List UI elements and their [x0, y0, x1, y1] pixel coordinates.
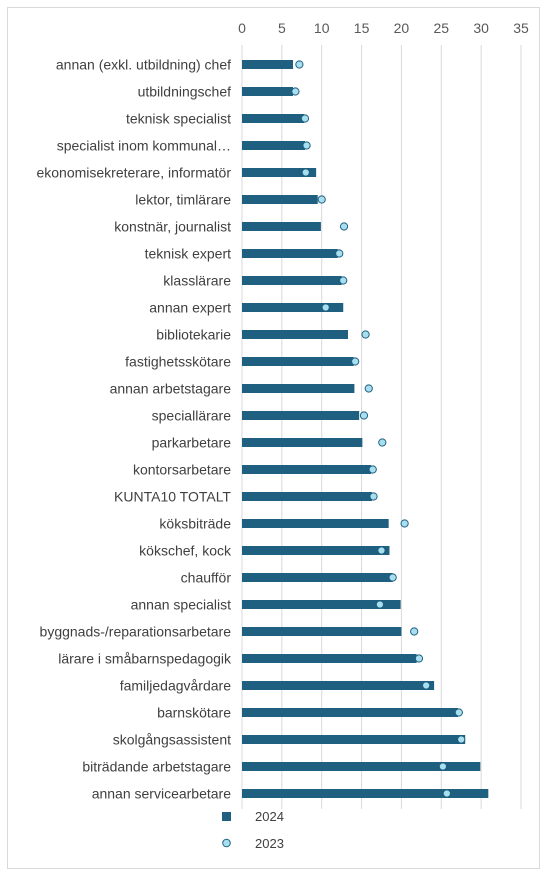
marker-2023 — [438, 762, 447, 771]
marker-2023 — [410, 627, 419, 636]
category-label: annan specialist — [131, 597, 232, 613]
category-label: lektor, timlärare — [135, 192, 231, 208]
category-label: chaufför — [181, 570, 232, 586]
bar-2024 — [242, 627, 402, 636]
category-label: biträdande arbetstagare — [82, 759, 231, 775]
bar-2024 — [242, 168, 317, 177]
marker-2023 — [457, 735, 466, 744]
category-label: teknisk expert — [145, 246, 231, 262]
bar-2024 — [242, 654, 417, 663]
marker-2023 — [400, 519, 409, 528]
marker-2023 — [351, 357, 360, 366]
marker-2023 — [321, 303, 330, 312]
x-tick-label: 30 — [473, 20, 489, 36]
category-label: kontorsarbetare — [133, 462, 231, 478]
category-label: annan expert — [149, 300, 231, 316]
legend-swatch-2023 — [222, 838, 231, 848]
bar-2024 — [242, 357, 354, 366]
chart-frame — [7, 7, 540, 869]
legend-swatch-2024 — [222, 812, 231, 821]
bar-2024 — [242, 519, 389, 528]
category-label: ekonomisekreterare, informatör — [36, 165, 231, 181]
bar-2024 — [242, 222, 321, 231]
category-label: byggnads-/reparationsarbetare — [40, 624, 232, 640]
marker-2023 — [359, 411, 369, 420]
category-label: barnskötare — [157, 705, 231, 721]
bar-2024 — [242, 546, 390, 555]
category-label: bibliotekarie — [156, 327, 231, 343]
marker-2023 — [422, 681, 431, 690]
marker-2023 — [300, 114, 310, 123]
category-label: köksbiträde — [159, 516, 231, 532]
marker-2023 — [378, 438, 387, 447]
category-label: familjedagvårdare — [120, 678, 231, 694]
bar-2024 — [242, 438, 363, 447]
category-label: utbildningschef — [138, 84, 232, 100]
bar-2024 — [242, 411, 360, 420]
category-label: lärare i småbarnspedagogik — [58, 651, 232, 667]
category-label: parkarbetare — [152, 435, 232, 451]
category-label: annan servicearbetare — [92, 786, 232, 802]
x-tick-label: 10 — [314, 20, 330, 36]
marker-2023 — [454, 708, 463, 717]
bar-2024 — [242, 87, 294, 96]
marker-2023 — [414, 654, 424, 663]
marker-2023 — [377, 546, 386, 555]
bar-2024 — [242, 735, 466, 744]
x-tick-label: 35 — [513, 20, 529, 36]
category-label: kökschef, kock — [139, 543, 232, 559]
marker-2023 — [364, 384, 373, 393]
marker-2023 — [369, 492, 378, 501]
marker-2023 — [339, 276, 348, 285]
category-label: annan arbetstagare — [110, 381, 232, 397]
bar-2024 — [242, 762, 481, 771]
bar-2024 — [242, 384, 355, 393]
marker-2023 — [301, 168, 310, 177]
category-label: specialist inom kommunal… — [57, 138, 231, 154]
x-tick-label: 15 — [354, 20, 370, 36]
marker-2023 — [368, 465, 377, 474]
marker-2023 — [442, 789, 451, 798]
marker-2023 — [302, 141, 311, 150]
x-tick-label: 0 — [238, 20, 246, 36]
category-label: KUNTA10 TOTALT — [114, 489, 231, 505]
marker-2023 — [295, 60, 304, 69]
category-label: klasslärare — [163, 273, 231, 289]
marker-2023 — [317, 195, 326, 204]
x-tick-label: 20 — [394, 20, 410, 36]
bar-2024 — [242, 195, 318, 204]
marker-2023 — [335, 249, 344, 258]
category-label: skolgångsassistent — [113, 732, 231, 748]
bar-2024 — [242, 60, 294, 69]
category-label: fastighetsskötare — [125, 354, 231, 370]
marker-2023 — [361, 330, 370, 339]
bar-2024 — [242, 600, 401, 609]
legend-label-2024: 2024 — [255, 809, 284, 824]
bar-2024 — [242, 141, 305, 150]
bar-2024 — [242, 708, 459, 717]
category-label: konstnär, journalist — [114, 219, 231, 235]
bar-2024 — [242, 465, 372, 474]
bar-2024 — [242, 330, 349, 339]
bar-2024 — [242, 573, 393, 582]
category-label: speciallärare — [152, 408, 232, 424]
marker-2023 — [291, 87, 300, 96]
bar-2024 — [242, 249, 338, 258]
legend-label-2023: 2023 — [255, 836, 284, 851]
x-tick-label: 5 — [278, 20, 286, 36]
marker-2023 — [375, 600, 385, 609]
bar-2024 — [242, 114, 305, 123]
bar-2024 — [242, 303, 344, 312]
bar-2024 — [242, 492, 372, 501]
x-tick-label: 25 — [433, 20, 449, 36]
category-label: annan (exkl. utbildning) chef — [56, 57, 231, 73]
bar-2024 — [242, 681, 435, 690]
marker-2023 — [339, 222, 349, 231]
bar-2024 — [242, 276, 342, 285]
category-label: teknisk specialist — [126, 111, 231, 127]
bar-2024 — [242, 789, 489, 798]
marker-2023 — [388, 573, 397, 582]
